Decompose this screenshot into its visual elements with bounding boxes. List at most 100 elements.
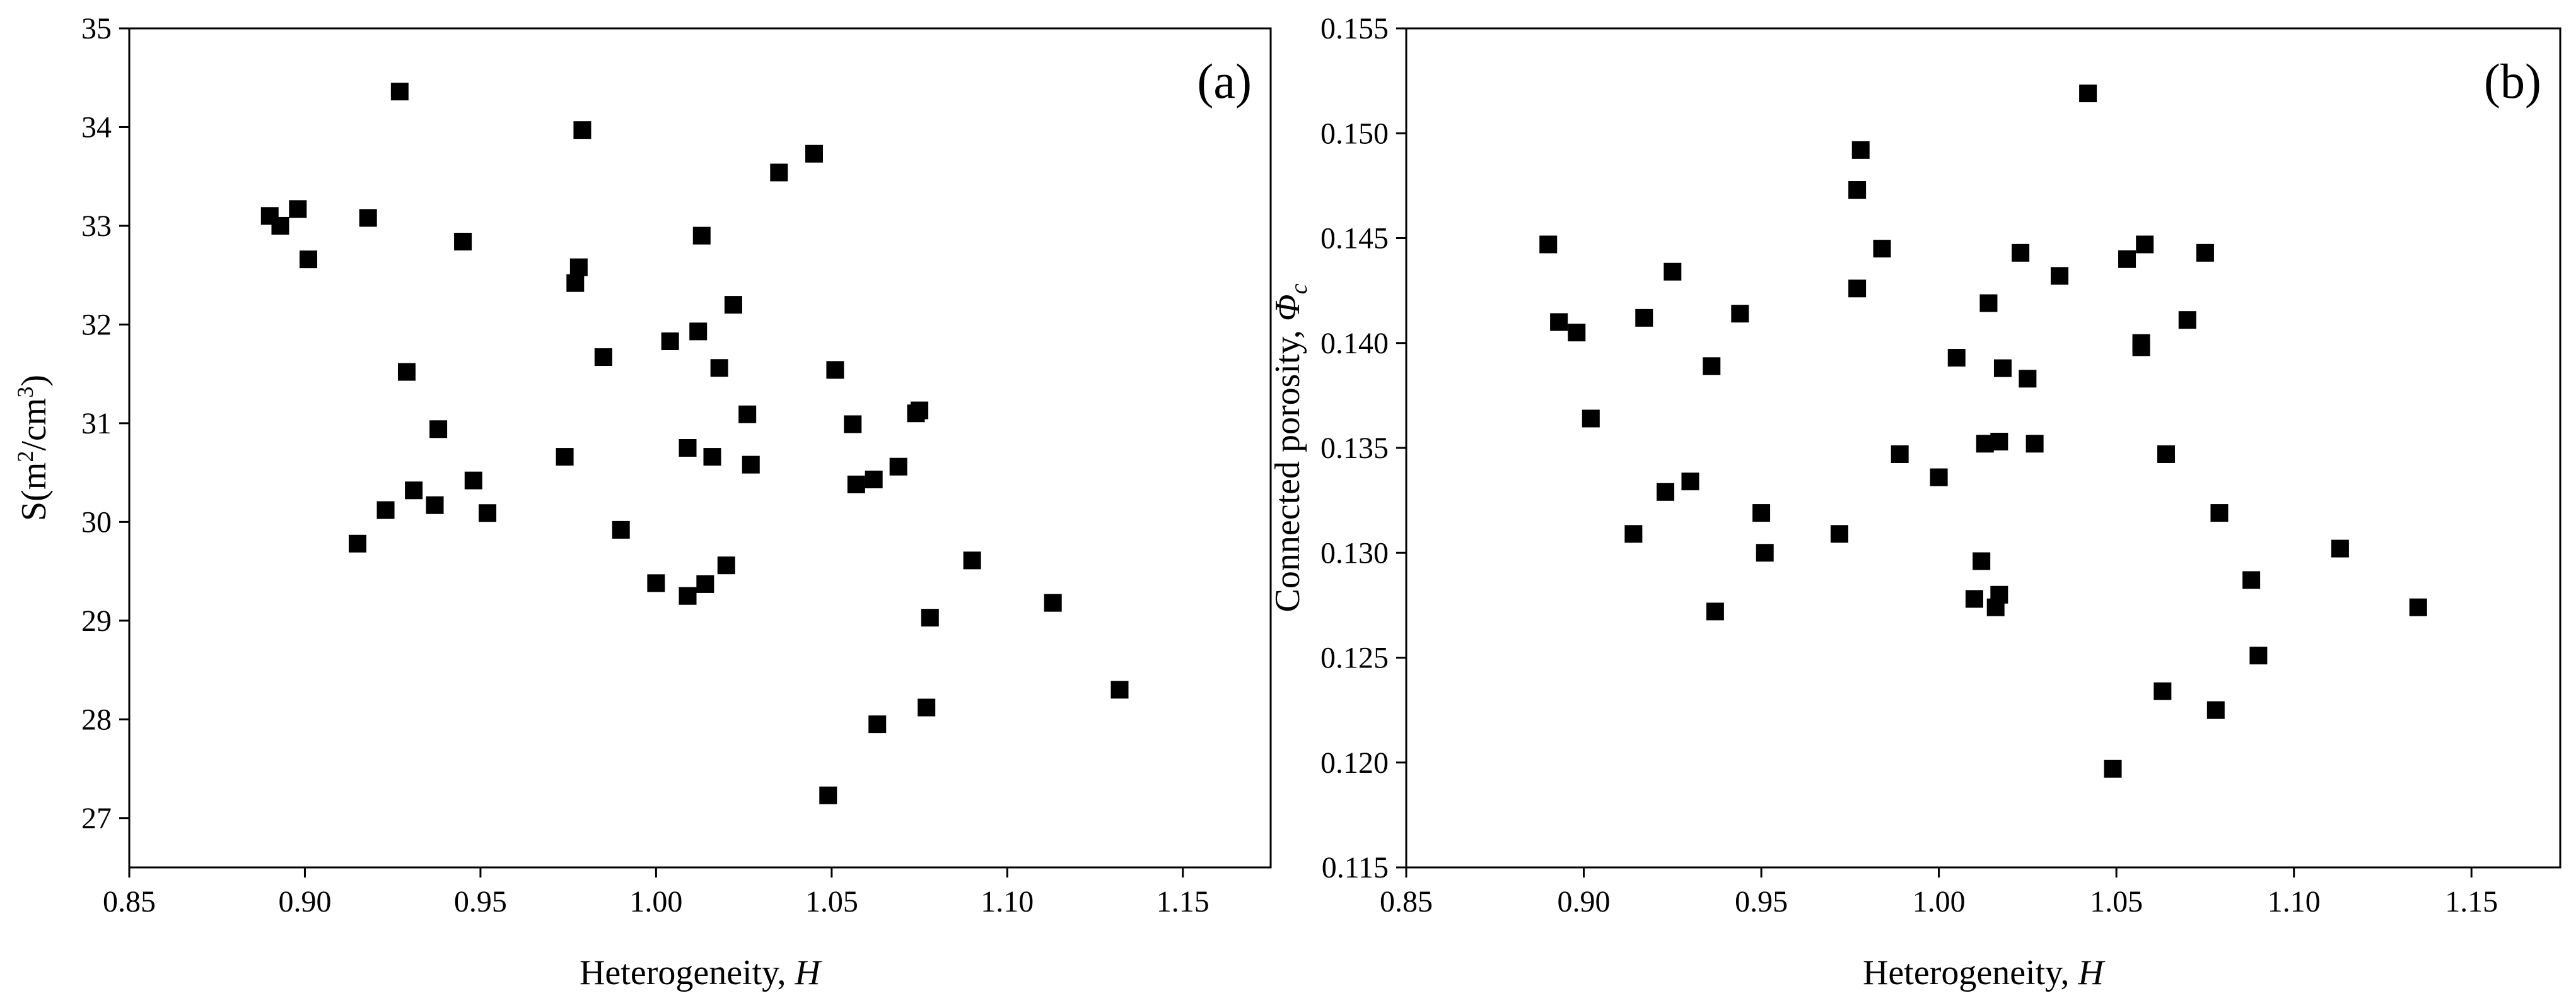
panel-a-y-axis-title: S(m2/cm3) xyxy=(13,375,54,521)
panel-b-y-tick-label: 0.145 xyxy=(1320,222,1389,255)
panel-a-y-tick-label: 32 xyxy=(81,308,112,341)
panel-b-data-point xyxy=(1664,262,1682,281)
panel-a-y-tick-label: 27 xyxy=(81,802,112,835)
panel-b-x-tick-label: 1.15 xyxy=(2445,885,2498,919)
panel-a-data-point xyxy=(679,587,697,605)
panel-a-data-point xyxy=(703,448,721,466)
panel-b-data-point xyxy=(1681,473,1699,491)
panel-a-x-tick-label: 0.90 xyxy=(278,885,331,919)
panel-a-data-point xyxy=(1110,681,1129,699)
panel-b-data-point xyxy=(2242,571,2261,589)
panel-a-data-point xyxy=(569,258,588,276)
panel-a-x-tick-label: 0.95 xyxy=(454,885,507,919)
panel-b-data-point xyxy=(1756,544,1774,562)
panel-a-data-point xyxy=(300,250,318,269)
panel-b-x-tick-label: 0.90 xyxy=(1558,885,1611,919)
panel-b-data-point xyxy=(1891,445,1909,463)
panel-b-data-point xyxy=(1848,181,1867,199)
panel-a-data-point xyxy=(710,359,728,377)
panel-a-data-point xyxy=(911,401,929,420)
panel-b-y-tick-label: 0.125 xyxy=(1320,642,1389,675)
panel-b-y-tick-label: 0.150 xyxy=(1320,117,1389,150)
panel-a-y-tick-label: 31 xyxy=(81,407,112,440)
panel-a-data-point xyxy=(844,415,862,433)
panel-a-data-point xyxy=(679,439,697,457)
panel-a-data-point xyxy=(429,420,448,438)
panel-b-data-point xyxy=(1851,141,1870,159)
panel-a-x-axis: 0.85 0.90 0.95 1.00 1.05 1.10 1.15 xyxy=(103,867,1209,919)
panel-b-data-point xyxy=(2153,682,2172,700)
panel-b-data-point xyxy=(1703,357,1721,375)
panel-b-data-point xyxy=(1848,279,1867,298)
panel-a-data-point xyxy=(390,83,409,101)
panel-b-data-point xyxy=(1990,585,2008,604)
panel-a-data-point xyxy=(405,481,423,500)
panel-a-data-point xyxy=(454,232,472,250)
panel-b-x-axis: 0.85 0.90 0.95 1.00 1.05 1.10 1.15 xyxy=(1380,867,2498,919)
panel-a-data-point xyxy=(889,457,907,476)
panel-a-data-point xyxy=(805,144,823,163)
panel-b-data-point xyxy=(1657,483,1675,501)
panel-a-x-tick-label: 0.85 xyxy=(103,885,156,919)
panel-b-data-point xyxy=(1550,313,1568,331)
panel-b-data-point xyxy=(1539,235,1558,254)
panel-b-data-point xyxy=(1993,359,2012,377)
panel-a-data-point xyxy=(479,504,497,522)
panel-b-connected-porosity: 0.85 0.90 0.95 1.00 1.05 1.10 1.15 0.1150.1200… xyxy=(1268,12,2561,992)
panel-a-data-point xyxy=(661,332,679,351)
panel-b-data-point xyxy=(1706,602,1724,621)
panel-a-data-point xyxy=(826,361,844,379)
panel-a-data-point xyxy=(724,296,742,314)
panel-a-x-tick-label: 1.10 xyxy=(981,885,1034,919)
panel-a-y-tick-label: 35 xyxy=(81,12,112,45)
panel-b-data-point xyxy=(2136,235,2154,254)
panel-b-data-point xyxy=(2118,250,2136,268)
panel-b-data-point xyxy=(2025,435,2044,453)
panel-b-data-point xyxy=(2157,445,2175,463)
panel-a-data-point xyxy=(612,520,630,539)
panel-b-x-tick-label: 0.85 xyxy=(1380,885,1433,919)
panel-a-x-tick-label: 1.15 xyxy=(1157,885,1209,919)
panel-b-data-point xyxy=(1568,324,1586,342)
panel-a-y-tick-label: 30 xyxy=(81,505,112,539)
panel-a-data-point xyxy=(359,209,377,227)
panel-a-data-point xyxy=(696,575,714,593)
panel-b-data-point xyxy=(1624,525,1643,543)
panel-a-data-point xyxy=(573,121,592,139)
panel-a-data-point xyxy=(594,348,612,367)
panel-a-data-point xyxy=(921,609,939,627)
panel-a-data-point xyxy=(464,471,482,490)
panel-a-y-tick-label: 34 xyxy=(81,110,112,144)
panel-a-data-point xyxy=(376,501,395,519)
panel-a-y-axis: 27 28 29 30 31 32 33 34 35 xyxy=(81,12,129,835)
panel-a-data-point xyxy=(426,496,444,514)
panel-b-data-point xyxy=(2178,311,2196,329)
panel-b-x-tick-label: 1.00 xyxy=(1913,885,1966,919)
panel-a-surface-area: 0.85 0.90 0.95 1.00 1.05 1.10 1.15 27 28 29 30 31 3… xyxy=(13,12,1272,992)
panel-a-data-point xyxy=(397,363,416,381)
panel-b-data-point xyxy=(1830,525,1848,543)
panel-a-y-tick-label: 33 xyxy=(81,209,112,243)
panel-b-x-axis-title: Heterogeneity, H xyxy=(1863,953,2106,992)
panel-a-data-point xyxy=(556,448,574,466)
panel-a-data-point xyxy=(738,405,757,423)
panel-a-data-point xyxy=(289,200,307,218)
panel-b-data-point xyxy=(1752,504,1771,522)
panel-a-data-point xyxy=(819,786,837,804)
panel-b-data-point xyxy=(2249,647,2268,665)
panel-b-y-tick-label: 0.140 xyxy=(1320,327,1389,360)
panel-b-data-point xyxy=(1979,294,1998,312)
panel-b-data-point xyxy=(1990,433,2008,451)
panel-b-data-point xyxy=(1582,409,1600,428)
panel-a-data-point xyxy=(566,274,585,292)
panel-b-data-point xyxy=(2079,85,2097,103)
panel-a-data-point xyxy=(865,471,883,489)
panel-b-data-point xyxy=(1635,308,1653,327)
panel-a-x-tick-label: 1.00 xyxy=(629,885,682,919)
panel-b-label: (b) xyxy=(2484,54,2541,109)
panel-b-data-point xyxy=(2206,701,2225,719)
panel-a-data-point xyxy=(770,163,788,182)
panel-a-data-point xyxy=(271,216,289,235)
panel-b-x-tick-label: 1.05 xyxy=(2090,885,2143,919)
